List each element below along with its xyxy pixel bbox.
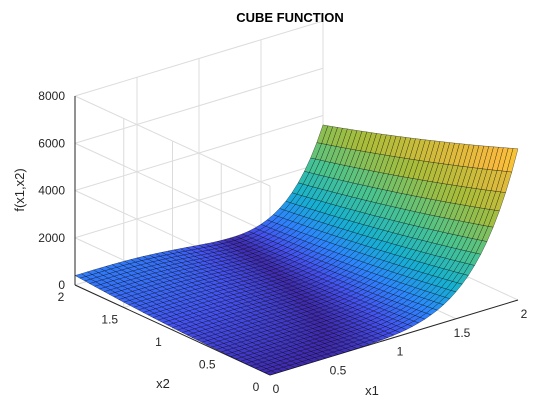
x2-tick-label: 2 xyxy=(58,290,65,304)
x2-tick-label: 1.5 xyxy=(101,313,118,327)
x1-tick-label: 1.5 xyxy=(454,326,471,340)
x1-axis-label: x1 xyxy=(365,383,379,398)
z-tick-label: 2000 xyxy=(38,231,65,245)
x2-tick-label: 0.5 xyxy=(199,358,216,372)
z-tick-label: 6000 xyxy=(38,136,65,150)
z-tick-label: 0 xyxy=(58,278,65,292)
x2-axis-line xyxy=(74,284,271,376)
x1-tick-label: 0 xyxy=(273,382,280,396)
x2-axis-label: x2 xyxy=(156,376,170,391)
x2-tick-label: 0 xyxy=(253,380,260,394)
x1-tick-label: 2 xyxy=(521,307,528,321)
surface-mesh xyxy=(74,124,519,376)
surface-patch xyxy=(506,148,519,173)
z-axis-label: f(x1,x2) xyxy=(12,168,27,211)
chart-title: CUBE FUNCTION xyxy=(236,10,344,25)
x1-tick-label: 1 xyxy=(397,345,404,359)
x1-tick-label: 0.5 xyxy=(330,363,347,377)
z-tick-label: 8000 xyxy=(38,89,65,103)
z-tick-label: 4000 xyxy=(38,184,65,198)
x2-tick-label: 1 xyxy=(155,335,162,349)
